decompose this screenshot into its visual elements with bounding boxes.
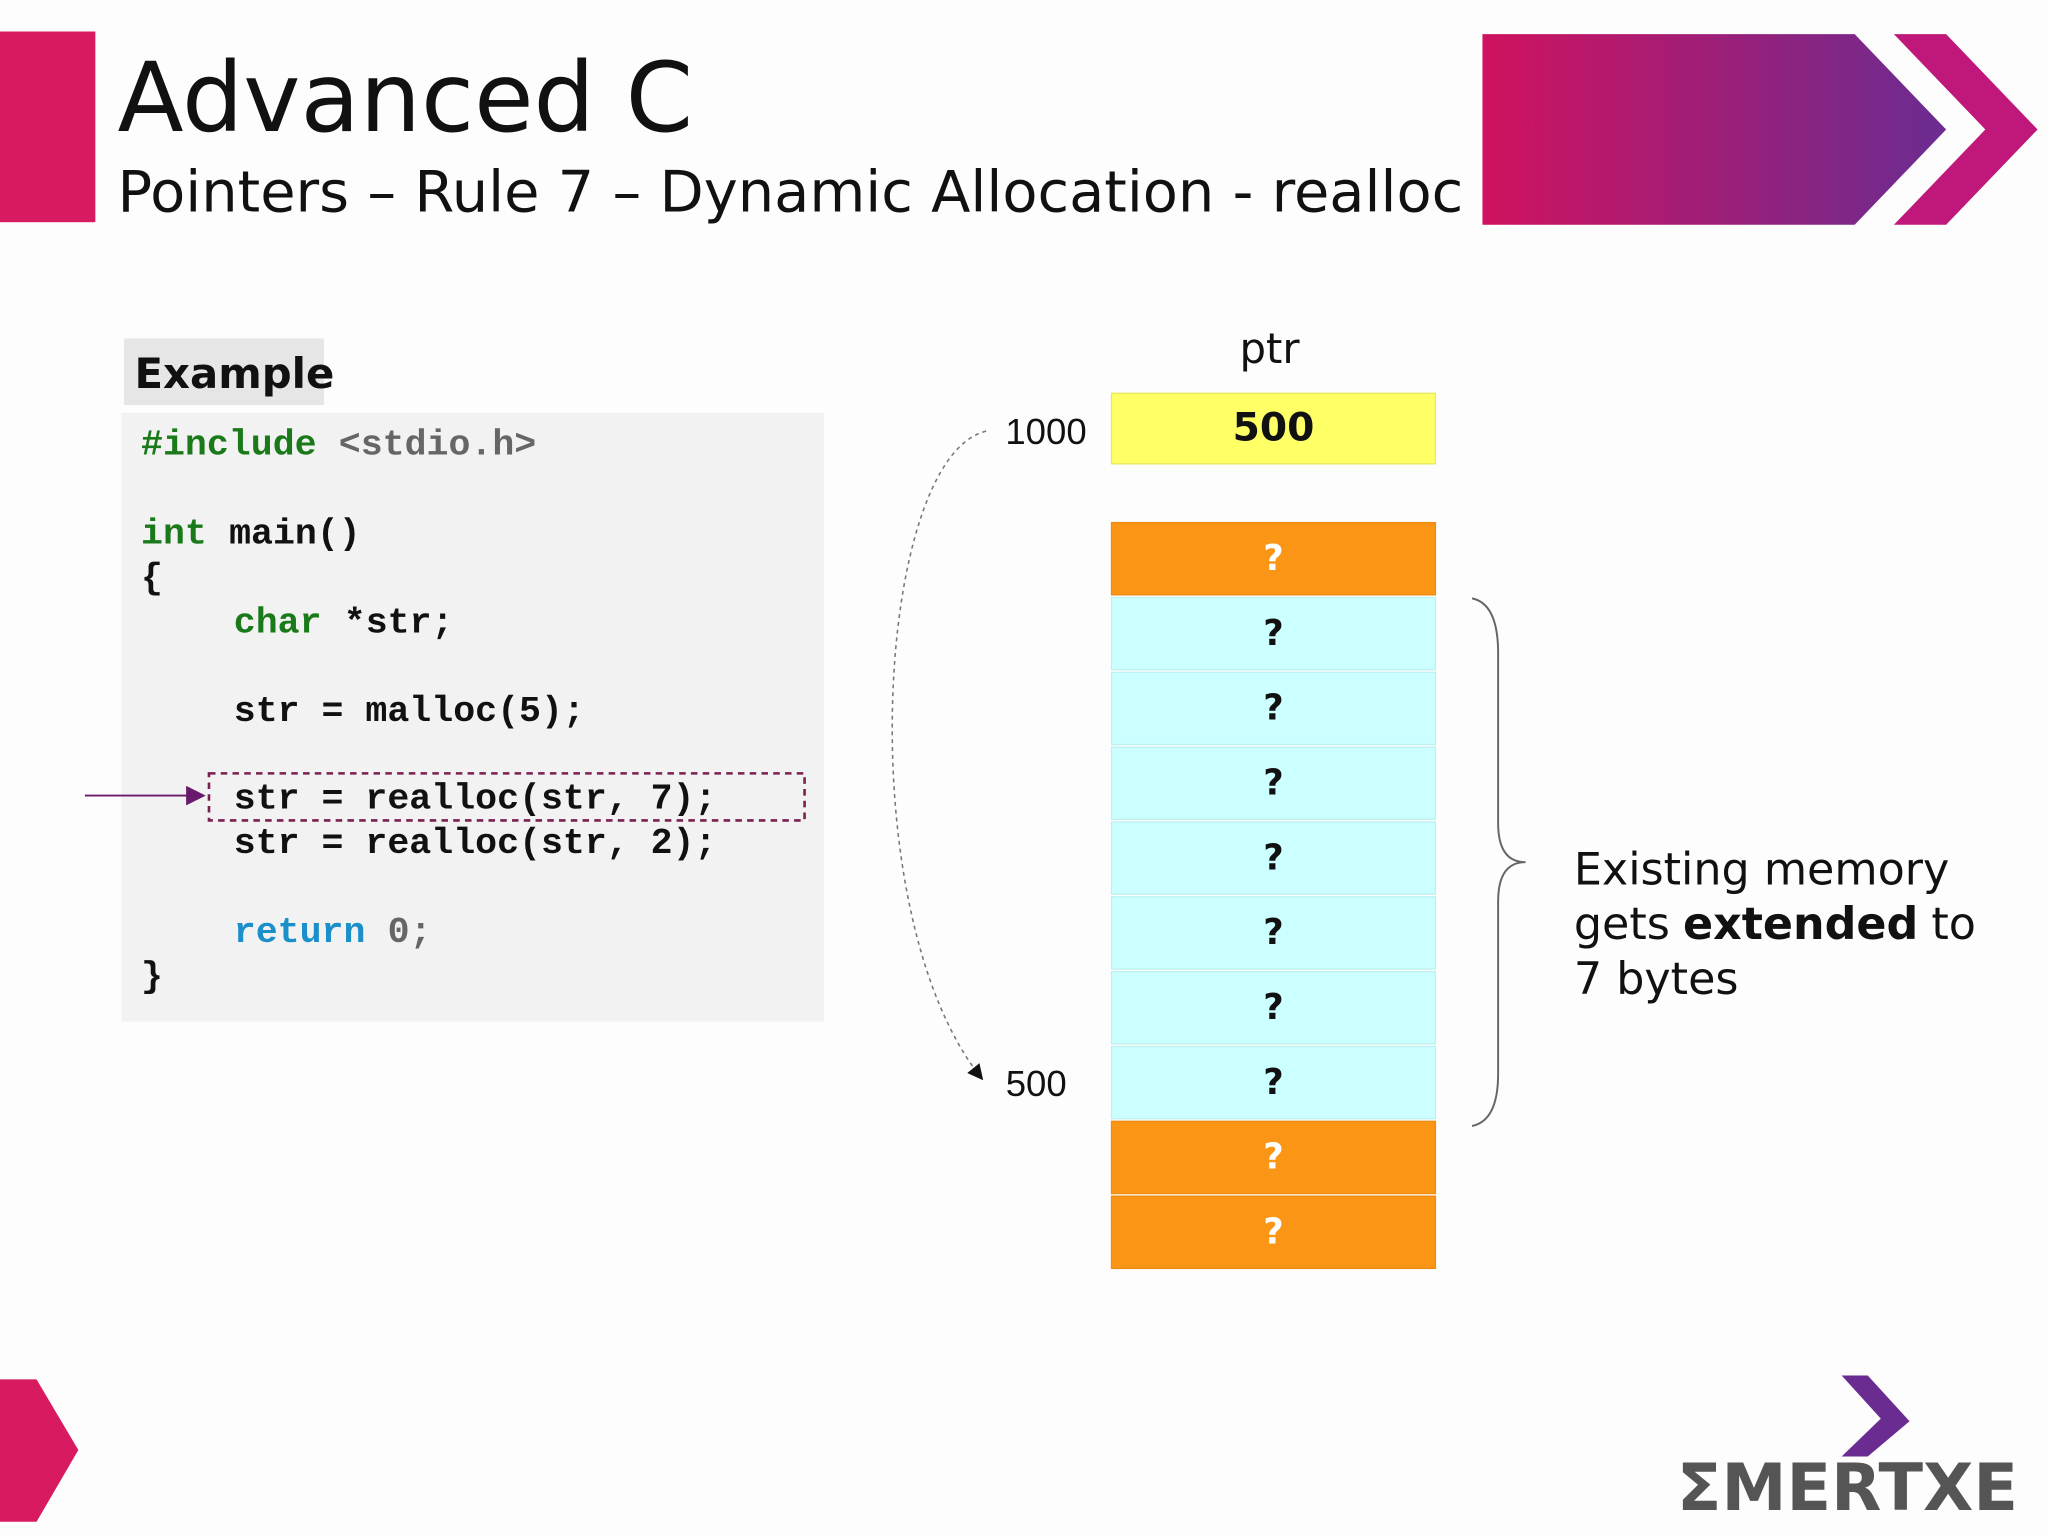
code-token: str = realloc(str, 2); — [234, 823, 717, 864]
cell-value: ? — [1263, 763, 1283, 804]
note-text: to — [1931, 899, 1976, 950]
memory-cells: ?????????? — [1110, 521, 1437, 1270]
base-address: 500 — [1006, 1063, 1067, 1104]
note-line: Existing memory — [1574, 844, 1949, 895]
code-token: #include — [141, 425, 317, 466]
unallocated-cell — [1110, 1195, 1437, 1270]
header-accent — [0, 31, 96, 223]
unallocated-cell — [1110, 1120, 1437, 1195]
cell-value: ? — [1263, 1137, 1283, 1178]
note-line: gets extended to — [1574, 899, 1976, 950]
allocated-cell — [1110, 896, 1437, 970]
logo-mark — [1841, 1375, 1910, 1457]
allocated-cell — [1110, 596, 1437, 671]
note-line: 7 bytes — [1574, 954, 1739, 1005]
example-tab — [124, 338, 324, 406]
code-token: *str; — [344, 602, 454, 643]
code-token: str = malloc(5); — [234, 691, 585, 732]
cell-value: ? — [1263, 837, 1283, 878]
cell-value: ? — [1263, 1212, 1283, 1253]
code-token: <stdio.h> — [339, 425, 536, 466]
code-token: } — [141, 956, 163, 997]
code-token: return — [234, 912, 366, 953]
cell-value: ? — [1263, 538, 1283, 579]
allocated-cell — [1110, 1045, 1437, 1120]
code-token: char — [234, 602, 322, 643]
code-line: char *str; — [234, 602, 454, 643]
subtitle: Pointers – Rule 7 – Dynamic Allocation -… — [118, 159, 1464, 226]
code-line: str = realloc(str, 7); — [234, 779, 717, 820]
allocated-cell — [1110, 671, 1437, 746]
pointer-name: ptr — [1240, 324, 1301, 373]
title: Advanced C — [118, 41, 694, 154]
code-line: return 0; — [234, 912, 432, 953]
code-line: str = malloc(5); — [234, 691, 585, 732]
allocated-cell — [1110, 821, 1437, 895]
code-line: { — [141, 558, 163, 599]
code-line: int main() — [141, 514, 361, 555]
brace — [1471, 597, 1526, 1127]
pointer-arrow — [891, 430, 987, 1081]
code-line: } — [141, 956, 163, 997]
cell-value: ? — [1263, 688, 1283, 729]
unallocated-cell — [1110, 521, 1437, 596]
allocated-cell — [1110, 970, 1437, 1045]
logo: ΣMERTXE — [1677, 1450, 2018, 1526]
pointer-cell — [1110, 392, 1437, 465]
pointer-address: 1000 — [1005, 411, 1086, 452]
note-bold: extended — [1683, 899, 1918, 950]
pointer-value: 500 — [1233, 405, 1315, 450]
code: #include <stdio.h> int main() { char *str; … — [141, 425, 716, 998]
code-line: str = realloc(str, 2); — [234, 823, 717, 864]
allocated-cell — [1110, 746, 1437, 821]
cell-value: ? — [1263, 912, 1283, 953]
code-token: { — [141, 558, 163, 599]
highlight-box — [207, 772, 806, 822]
example-label: Example — [135, 349, 335, 398]
code-token: str = realloc(str, 7); — [234, 779, 717, 820]
code-line: #include <stdio.h> — [141, 425, 536, 466]
code-token: int — [141, 514, 207, 555]
cell-value: ? — [1263, 987, 1283, 1028]
code-box — [121, 412, 825, 1022]
code-token: main() — [229, 514, 361, 555]
note-text: gets — [1574, 899, 1670, 950]
header-banner — [1482, 34, 1947, 225]
cell-value: ? — [1263, 613, 1283, 654]
footer-accent — [0, 1379, 79, 1522]
code-token: 0; — [388, 912, 432, 953]
header-chevron — [1893, 34, 2038, 225]
cell-value: ? — [1263, 1062, 1283, 1103]
